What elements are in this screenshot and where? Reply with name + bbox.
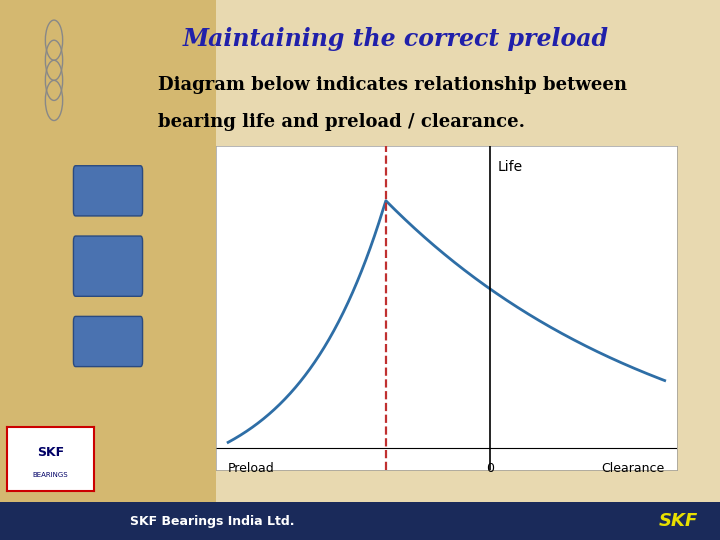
Text: 0: 0 (486, 462, 494, 475)
Text: SKF: SKF (37, 446, 64, 459)
Text: Preload: Preload (228, 462, 275, 475)
Text: SKF: SKF (659, 512, 698, 530)
FancyBboxPatch shape (73, 166, 143, 216)
Text: BEARINGS: BEARINGS (32, 472, 68, 478)
Text: Clearance: Clearance (601, 462, 665, 475)
Text: SKF Bearings India Ltd.: SKF Bearings India Ltd. (130, 515, 294, 528)
Text: Maintaining the correct preload: Maintaining the correct preload (183, 27, 609, 51)
FancyBboxPatch shape (73, 316, 143, 367)
FancyBboxPatch shape (73, 236, 143, 296)
Text: bearing life and preload / clearance.: bearing life and preload / clearance. (158, 113, 526, 131)
Text: Life: Life (498, 159, 523, 173)
Text: Diagram below indicates relationship between: Diagram below indicates relationship bet… (158, 76, 627, 93)
